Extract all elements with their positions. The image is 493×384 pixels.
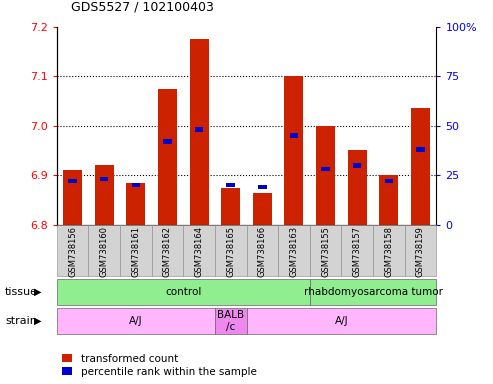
Bar: [88, 225, 120, 276]
Text: GSM738158: GSM738158: [385, 226, 393, 277]
Text: GDS5527 / 102100403: GDS5527 / 102100403: [71, 0, 214, 13]
Bar: [290, 133, 298, 138]
Text: GSM738161: GSM738161: [131, 226, 141, 277]
Bar: [100, 177, 108, 181]
Bar: [132, 183, 140, 187]
Bar: [416, 147, 425, 152]
Text: GSM738165: GSM738165: [226, 226, 235, 277]
Bar: [310, 279, 436, 305]
Text: A/J: A/J: [335, 316, 348, 326]
Text: control: control: [165, 287, 202, 297]
Bar: [158, 89, 177, 225]
Bar: [341, 225, 373, 276]
Bar: [120, 225, 152, 276]
Bar: [316, 126, 335, 225]
Bar: [373, 225, 405, 276]
Bar: [385, 179, 393, 183]
Bar: [284, 76, 304, 225]
Bar: [246, 225, 278, 276]
Bar: [57, 308, 215, 334]
Text: GSM738155: GSM738155: [321, 226, 330, 277]
Bar: [68, 179, 77, 183]
Text: GSM738163: GSM738163: [289, 226, 298, 277]
Bar: [95, 165, 113, 225]
Bar: [278, 225, 310, 276]
Bar: [258, 185, 267, 189]
Bar: [163, 139, 172, 144]
Text: GSM738157: GSM738157: [352, 226, 362, 277]
Text: GSM738160: GSM738160: [100, 226, 108, 277]
Bar: [195, 127, 203, 132]
Text: BALB
/c: BALB /c: [217, 310, 244, 332]
Bar: [226, 183, 235, 187]
Text: GSM738166: GSM738166: [258, 226, 267, 277]
Bar: [353, 163, 361, 167]
Bar: [183, 225, 215, 276]
Bar: [215, 308, 246, 334]
Bar: [57, 279, 310, 305]
Text: A/J: A/J: [129, 316, 142, 326]
Bar: [321, 167, 330, 172]
Legend: transformed count, percentile rank within the sample: transformed count, percentile rank withi…: [62, 354, 256, 377]
Bar: [152, 225, 183, 276]
Bar: [405, 225, 436, 276]
Text: ▶: ▶: [34, 316, 41, 326]
Bar: [310, 225, 341, 276]
Bar: [126, 183, 145, 225]
Text: strain: strain: [5, 316, 37, 326]
Bar: [348, 151, 367, 225]
Bar: [189, 39, 209, 225]
Bar: [411, 108, 430, 225]
Bar: [380, 175, 398, 225]
Text: GSM738159: GSM738159: [416, 226, 425, 277]
Bar: [63, 170, 82, 225]
Bar: [246, 308, 436, 334]
Text: GSM738162: GSM738162: [163, 226, 172, 277]
Text: tissue: tissue: [5, 287, 38, 297]
Bar: [253, 192, 272, 225]
Text: GSM738156: GSM738156: [68, 226, 77, 277]
Bar: [221, 187, 240, 225]
Text: GSM738164: GSM738164: [195, 226, 204, 277]
Bar: [215, 225, 246, 276]
Text: ▶: ▶: [34, 287, 41, 297]
Bar: [57, 225, 88, 276]
Text: rhabdomyosarcoma tumor: rhabdomyosarcoma tumor: [304, 287, 443, 297]
